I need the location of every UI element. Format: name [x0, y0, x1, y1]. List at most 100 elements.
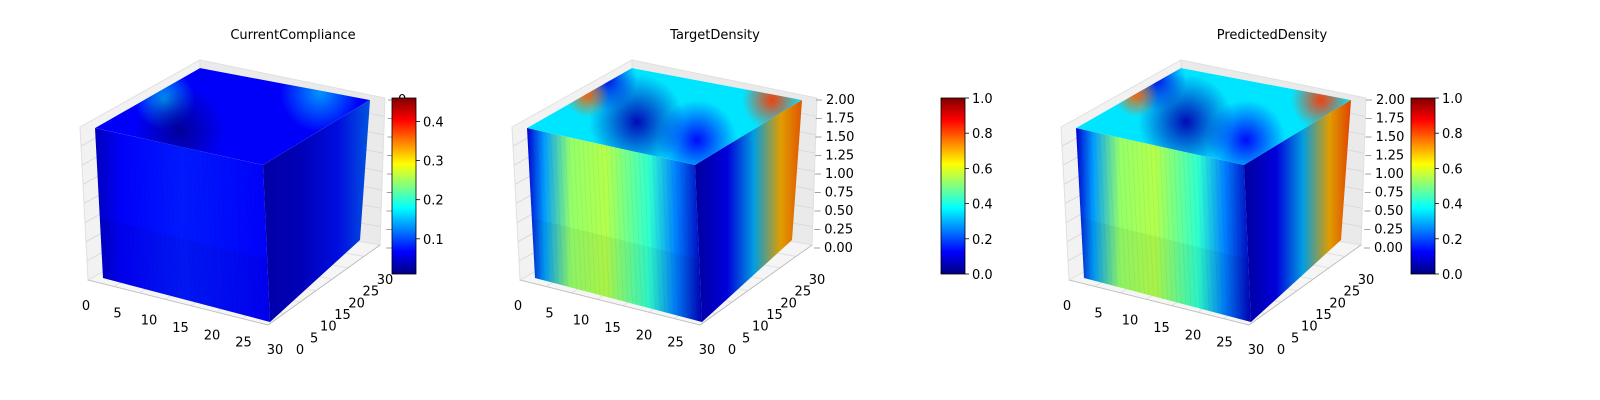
x-axis-line [87, 279, 269, 326]
colorbar-tick-label: 0.4 [972, 198, 993, 213]
voxel-edge [1150, 144, 1159, 298]
colorbar-tick-label: 0.1 [423, 233, 444, 248]
x-tick-label: 0 [514, 299, 522, 314]
voxel-edge [104, 130, 113, 281]
colorbar-tick-label: 0.6 [972, 162, 993, 177]
z-tick-label: 1.00 [825, 167, 854, 182]
z-tick-label: 0.00 [824, 241, 853, 256]
voxel-edge [108, 131, 118, 282]
x-tick-label: 30 [1248, 343, 1265, 358]
y-tick-label: 25 [795, 285, 812, 300]
x-tick-label: 0 [1063, 299, 1071, 314]
cube-front-shade [99, 218, 270, 322]
subplot-2: 0 5 10 15 20 25 30 0510152025300.000.250.500.75… [511, 28, 993, 358]
subplot-3: 0 5 10 15 20 25 30 0510152025300.000.250.500.75… [1060, 28, 1463, 358]
cube-top-face [1076, 68, 1351, 165]
y-axis-line [699, 244, 813, 326]
z-tick-label: 2.00 [826, 93, 855, 108]
voxel-edge [1173, 149, 1182, 304]
voxel-edge [624, 149, 633, 304]
voxel-edge [174, 145, 183, 299]
z-tick-label: 1.25 [825, 149, 854, 164]
voxel-edge [1220, 159, 1229, 316]
voxel-edge [615, 147, 624, 302]
voxel-edge [122, 134, 132, 286]
colorbar-tick-label: 0.4 [1442, 198, 1463, 213]
x-tick-label: 15 [604, 321, 621, 336]
voxel-edge [216, 154, 224, 310]
voxel-edge [680, 161, 689, 319]
voxel-edge [531, 129, 540, 280]
voxel-edge [118, 133, 127, 285]
voxel-edge [1085, 130, 1094, 281]
voxel-edge [1108, 135, 1117, 287]
y-tick-label: 25 [1344, 285, 1361, 300]
voxel-edge [629, 150, 638, 305]
voxel-edge [666, 158, 675, 315]
voxel-edge [564, 136, 573, 288]
voxel-edge [1122, 138, 1131, 291]
voxel-edge [258, 163, 266, 321]
x-tick-label: 20 [636, 328, 653, 343]
voxel-edge [1239, 163, 1247, 321]
y-tick-label: 0 [296, 343, 304, 358]
voxel-edge [1169, 148, 1178, 303]
voxel-edge [244, 160, 252, 318]
cube-front-face [95, 128, 270, 322]
voxel-edge [1136, 141, 1145, 294]
x-tick-label: 15 [1153, 321, 1170, 336]
y-tick-label: 15 [766, 308, 783, 323]
voxel-edge [568, 137, 578, 290]
y-tick-label: 5 [1291, 331, 1299, 346]
voxel-edge [202, 151, 210, 307]
colorbar-tick-label: 0.2 [1442, 233, 1463, 248]
x-tick-label: 10 [1122, 314, 1139, 329]
colorbar-tick-label: 0.8 [1442, 127, 1463, 142]
y-tick-label: 20 [780, 296, 797, 311]
y-tick-label: 0 [1277, 343, 1285, 358]
voxel-edge [136, 137, 146, 290]
z-tick-label: 0.75 [825, 186, 854, 201]
voxel-edge [592, 142, 601, 296]
voxel-edge [160, 142, 169, 296]
voxel-edge [638, 152, 647, 308]
voxel-edge [676, 160, 684, 318]
y-tick-label: 15 [334, 308, 351, 323]
cube-side-face [1244, 100, 1351, 322]
voxel-edge [1215, 158, 1224, 315]
voxel-edge [1080, 129, 1089, 280]
cube-side-shade [263, 100, 370, 322]
x-tick-label: 5 [1094, 306, 1102, 321]
voxel-edge [141, 138, 150, 291]
x-tick-label: 10 [141, 314, 158, 329]
voxel-edge [1155, 145, 1164, 299]
colorbar [1410, 97, 1436, 275]
voxel-edge [559, 135, 568, 287]
voxel-edge [1187, 152, 1196, 308]
x-tick-label: 5 [545, 306, 553, 321]
voxel-edge [150, 140, 159, 293]
y-tick-label: 10 [320, 320, 337, 335]
z-tick-label: 0.25 [824, 223, 853, 238]
voxel-edge [234, 158, 243, 315]
voxel-edge [230, 157, 238, 314]
voxel-edge [1089, 131, 1099, 282]
voxel-edge [1099, 133, 1108, 285]
voxel-edge [657, 156, 666, 313]
voxel-edge [536, 130, 545, 281]
z-tick-label: 1.75 [1376, 112, 1405, 127]
voxel-edge [178, 146, 187, 301]
voxel-edge [188, 148, 197, 303]
cube-side-shade [1244, 100, 1351, 322]
colorbar-tick-label: 0.3 [423, 155, 444, 170]
colorbar-tick-label: 1.0 [972, 92, 993, 107]
voxel-edge [643, 153, 652, 309]
y-axis-line [267, 244, 381, 326]
y-tick-label: 0 [728, 343, 736, 358]
x-tick-label: 5 [113, 306, 121, 321]
voxel-edge [648, 154, 656, 310]
voxel-edge [1113, 136, 1122, 288]
voxel-edge [578, 139, 587, 292]
x-tick-label: 10 [573, 314, 590, 329]
y-tick-label: 25 [363, 285, 380, 300]
